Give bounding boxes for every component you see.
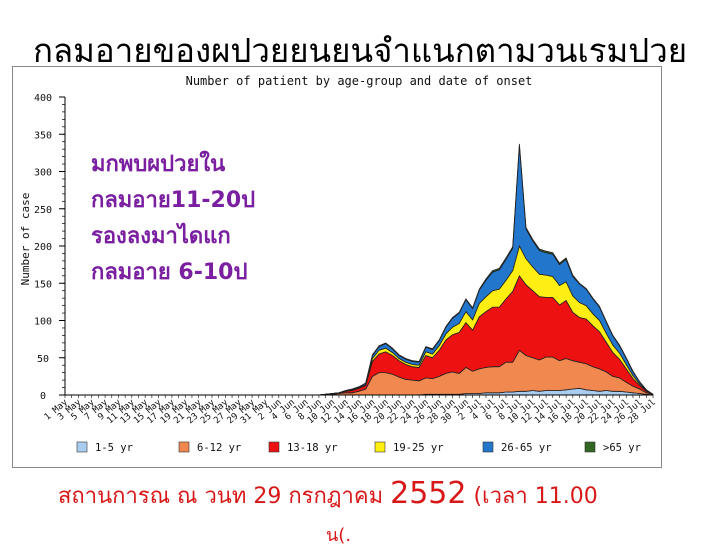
annotation-line: กลมอาย 6-10ป	[91, 260, 247, 285]
annotation-callout: มกพบผปวยในกลมอาย11-20ปรองลงมาไดแกกลมอาย …	[91, 150, 255, 285]
legend-swatch	[76, 441, 88, 453]
annotation-line: มกพบผปวยใน	[91, 150, 225, 177]
footer-time-unit: น(.	[326, 525, 352, 546]
legend-swatch	[482, 441, 494, 453]
legend-swatch	[584, 441, 596, 453]
chart-title: Number of patient by age-group and date …	[186, 74, 533, 88]
stacked-area-chart: Number of patient by age-group and date …	[19, 74, 658, 454]
legend-swatch	[374, 441, 386, 453]
footer-year: 2552	[390, 476, 467, 511]
footer-prefix: สถานการณ ณ วนท 29 กรกฎาคม	[58, 484, 391, 509]
legend: 1-5 yr 6-12 yr 13-18 yr 19-25 yr 26-65 yr >65…	[76, 441, 641, 454]
y-tick-label: 200	[34, 242, 52, 253]
y-tick-label: 150	[34, 279, 52, 290]
y-tick-label: 100	[34, 317, 52, 328]
legend-label: 13-18 yr	[287, 442, 338, 454]
legend-swatch	[268, 441, 280, 453]
footer-status: สถานการณ ณ วนท 29 กรกฎาคม 2552 (เวลา 11.…	[58, 474, 658, 517]
y-tick-label: 350	[34, 130, 52, 141]
chart-frame: Number of patient by age-group and date …	[12, 66, 662, 468]
y-tick-label: 0	[40, 391, 46, 402]
y-tick-label: 250	[34, 205, 52, 216]
legend-label: 1-5 yr	[95, 442, 133, 454]
annotation-line: รองลงมาไดแก	[91, 222, 231, 249]
y-axis-label: Number of case	[19, 193, 32, 286]
y-tick-label: 50	[37, 354, 49, 365]
legend-swatch	[178, 441, 190, 453]
legend-label: 19-25 yr	[393, 442, 444, 454]
legend-label: >65 yr	[603, 442, 641, 454]
legend-label: 26-65 yr	[501, 442, 552, 454]
y-tick-label: 300	[34, 168, 52, 179]
legend-label: 6-12 yr	[197, 442, 241, 454]
annotation-line: กลมอาย11-20ป	[91, 188, 255, 213]
footer-suffix: (เวลา 11.00	[466, 484, 598, 509]
y-tick-label: 400	[34, 93, 52, 104]
slide-title: กลมอายของผปวยยนยนจำแนกตามวนเรมปวย	[32, 31, 688, 70]
